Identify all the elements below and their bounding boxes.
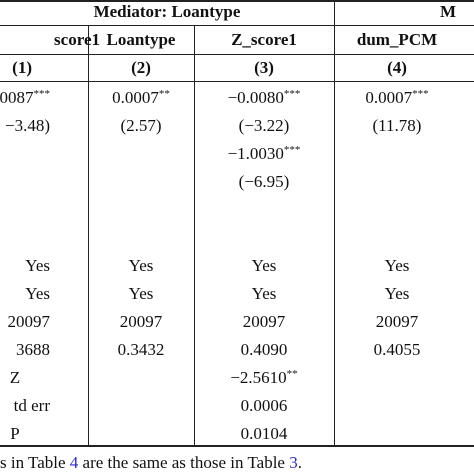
cell-value: 0.0007 — [365, 88, 413, 107]
group-divider-line — [334, 0, 335, 25]
cell-value: 20097 — [242, 312, 286, 331]
column-divider-line — [334, 25, 335, 445]
table-cell: 3688 — [0, 336, 50, 364]
table-cell: Yes — [88, 280, 194, 308]
table-cell: −2.5610** — [194, 364, 334, 392]
cell-value: (−3.22) — [238, 116, 290, 135]
table-footnote: s in Table 4 are the same as those in Ta… — [0, 452, 302, 474]
table-cell: (11.78) — [334, 112, 460, 140]
cell-value: 0.4055 — [373, 340, 421, 359]
cell-value: td err — [13, 396, 50, 415]
cell-value: 20097 — [375, 312, 419, 331]
table-cell: Yes — [88, 252, 194, 280]
table-cell: 0.0007** — [88, 84, 194, 112]
table-cell: Yes — [194, 280, 334, 308]
significance-stars: ** — [158, 88, 170, 100]
column-divider-line — [88, 25, 89, 445]
second-group-header: M — [440, 2, 457, 21]
footnote-text-end: . — [297, 453, 302, 472]
cell-value: Yes — [25, 256, 50, 275]
column-number-2: (2) — [131, 58, 151, 77]
table-cell: 20097 — [0, 308, 51, 336]
cell-value: 0.0006 — [240, 396, 288, 415]
table-cell: td err — [0, 392, 50, 420]
table-cell: −0.0080*** — [194, 84, 334, 112]
cell-value: −2.5610 — [230, 368, 287, 387]
significance-stars: ** — [286, 368, 298, 380]
table-cell: Z — [0, 364, 30, 392]
cell-value: Yes — [251, 256, 277, 275]
cell-value: P — [10, 424, 20, 443]
table-cell: 20097 — [334, 308, 460, 336]
table-cell: Yes — [194, 252, 334, 280]
significance-stars: *** — [283, 144, 301, 156]
footnote-table-link[interactable]: 4 — [69, 453, 79, 472]
cell-value: Yes — [251, 284, 277, 303]
significance-stars: *** — [412, 88, 429, 100]
table-cell: 0087*** — [0, 84, 50, 112]
number-header-rule — [0, 81, 474, 82]
table-cell: (2.57) — [88, 112, 194, 140]
table-cell: 20097 — [194, 308, 334, 336]
table-cell: 0.0007*** — [334, 84, 460, 112]
cell-value: Yes — [128, 284, 154, 303]
table-cell: 0.3432 — [88, 336, 194, 364]
cell-value: Yes — [384, 256, 410, 275]
cell-value: 0087 — [0, 88, 34, 107]
cell-value: Yes — [25, 284, 50, 303]
footnote-text-middle: are the same as those in Table — [78, 453, 290, 472]
cell-value: (2.57) — [120, 116, 162, 135]
table-cell: −1.0030*** — [194, 140, 334, 168]
column-header-dum-pcm: dum_PCM — [356, 30, 438, 49]
table-cell: Yes — [334, 252, 460, 280]
cell-value: (11.78) — [372, 116, 422, 135]
column-header-rule — [0, 54, 474, 55]
cell-value: Z — [9, 368, 21, 387]
table-cell: −3.48) — [0, 112, 50, 140]
table-cell: (−3.22) — [194, 112, 334, 140]
table-cell: 0.4090 — [194, 336, 334, 364]
table-cell: 20097 — [88, 308, 194, 336]
cell-value: 20097 — [7, 312, 51, 331]
column-number-3: (3) — [254, 58, 274, 77]
significance-stars: *** — [283, 88, 301, 100]
cell-value: (−6.95) — [238, 172, 290, 191]
table-cell: 0.0104 — [194, 420, 334, 448]
cell-value: 0.0104 — [240, 424, 288, 443]
cell-value: 0.0007 — [112, 88, 159, 107]
table-cell: Yes — [334, 280, 460, 308]
cell-value: 3688 — [16, 340, 50, 359]
table-cell: (−6.95) — [194, 168, 334, 196]
footnote-table-link[interactable]: 3 — [289, 453, 298, 472]
table-cell: 0.4055 — [334, 336, 460, 364]
top-rule — [0, 0, 474, 2]
group-header-rule — [0, 25, 474, 26]
table-cell: Yes — [0, 280, 50, 308]
bottom-rule — [0, 445, 474, 447]
cell-value: −0.0080 — [227, 88, 284, 107]
cell-value: 0.3432 — [117, 340, 165, 359]
cell-value: −3.48) — [5, 116, 50, 135]
footnote-text-start: s in Table — [0, 453, 70, 472]
cell-value: 20097 — [119, 312, 163, 331]
column-number-1: (1) — [12, 58, 32, 77]
significance-stars: *** — [33, 88, 51, 100]
column-header-loantype: Loantype — [106, 30, 176, 49]
table-cell: 0.0006 — [194, 392, 334, 420]
table-cell: Yes — [0, 252, 50, 280]
cell-value: 0.4090 — [240, 340, 288, 359]
column-number-4: (4) — [387, 58, 407, 77]
column-divider-line — [194, 25, 195, 445]
cell-value: Yes — [384, 284, 410, 303]
table-cell: P — [0, 420, 30, 448]
column-header-z-score1: Z_score1 — [231, 30, 297, 49]
mediator-group-header: Mediator: Loantype — [93, 2, 241, 21]
cell-value: Yes — [128, 256, 154, 275]
cell-value: −1.0030 — [227, 144, 284, 163]
column-header-score1: score1 — [54, 30, 100, 49]
